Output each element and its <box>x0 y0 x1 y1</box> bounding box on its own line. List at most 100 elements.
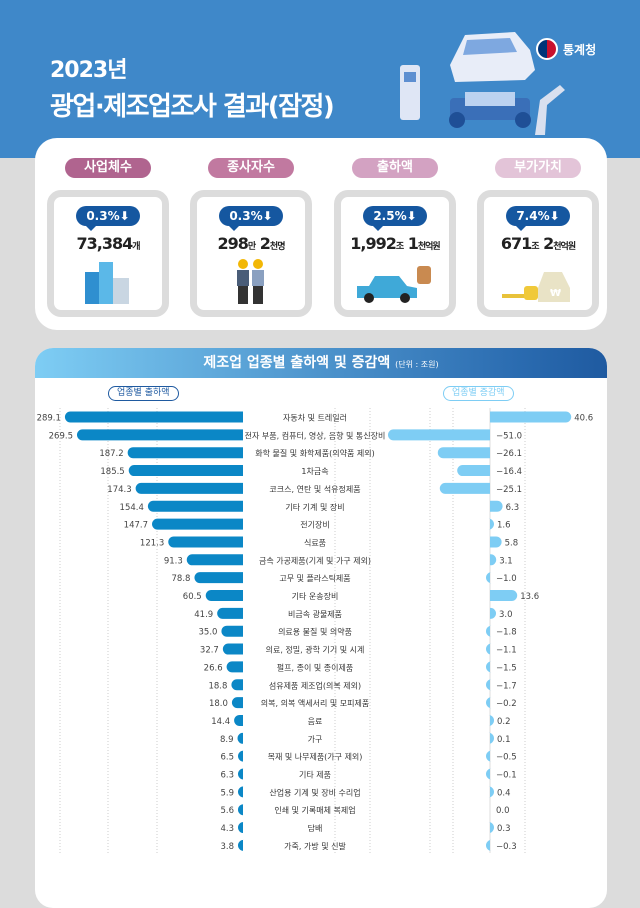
category-label: 자동차 및 트레일러 <box>283 413 347 423</box>
category-label: 의료용 물질 및 의약품 <box>278 627 352 637</box>
shipment-value: 269.5 <box>49 431 73 441</box>
shipment-bar <box>238 822 244 834</box>
shipment-bar <box>231 697 243 709</box>
shipment-value: 121.3 <box>140 538 164 548</box>
category-label: 펄프, 종이 및 종이제품 <box>277 662 353 672</box>
change-value: 5.8 <box>505 538 519 548</box>
change-bar <box>490 607 496 619</box>
category-label: 섬유제품 제조업(의복 제외) <box>269 680 361 690</box>
category-label: 기타 제품 <box>299 771 331 780</box>
category-label: 의료, 정밀, 광학 기기 및 시계 <box>266 645 365 655</box>
change-badge: 7.4%⬇ <box>506 206 570 231</box>
change-value: −26.1 <box>496 449 522 459</box>
change-bar <box>488 518 495 530</box>
category-label: 가죽, 가방 및 신발 <box>284 841 346 851</box>
change-bar <box>388 429 490 441</box>
shipment-bar <box>76 429 243 441</box>
shipment-value: 78.8 <box>172 574 191 584</box>
shipment-value: 6.5 <box>220 753 234 763</box>
shipment-value: 5.6 <box>220 806 234 816</box>
change-value: −1.8 <box>496 628 517 638</box>
shipment-bar <box>234 714 243 726</box>
change-value: 1.6 <box>497 521 511 531</box>
change-bar <box>488 732 495 744</box>
change-value: −1.0 <box>496 574 517 584</box>
change-bar <box>486 768 492 780</box>
change-bar <box>488 786 495 798</box>
change-value: −25.1 <box>496 485 522 495</box>
legend-shipments: 업종별 출하액 <box>108 386 179 401</box>
shipment-value: 6.3 <box>220 771 234 781</box>
car-bread-icon <box>357 266 431 303</box>
shipment-value: 3.8 <box>220 842 234 852</box>
change-bar <box>486 661 492 673</box>
change-badge: 0.3%⬇ <box>219 206 283 231</box>
shipment-value: 32.7 <box>200 646 219 656</box>
shipment-value: 4.3 <box>220 824 234 834</box>
stat-label: 출하액 <box>352 158 438 178</box>
stat-label: 종사자수 <box>208 158 294 178</box>
change-badge: 0.3%⬇ <box>76 206 140 231</box>
shipment-value: 41.9 <box>194 610 213 620</box>
shipment-bar <box>226 661 243 673</box>
category-label: 산업용 기계 및 장비 수리업 <box>269 787 360 797</box>
shipment-bar <box>238 768 244 780</box>
stat-label: 사업체수 <box>65 158 151 178</box>
shipment-bar <box>128 465 243 477</box>
money-bag-icon: ₩ <box>502 272 570 302</box>
change-bar <box>486 697 492 709</box>
shipment-value: 26.6 <box>204 663 223 673</box>
shipment-bar <box>221 625 243 637</box>
shipment-bar <box>135 482 243 494</box>
stat-label: 부가가치 <box>495 158 581 178</box>
stat-value-added: 부가가치 7.4%⬇ 671조 2천억원 ₩ <box>477 158 599 317</box>
change-bar <box>488 714 495 726</box>
change-value: 0.3 <box>497 824 511 834</box>
shipment-value: 14.4 <box>211 717 230 727</box>
change-bar <box>490 500 503 512</box>
category-label: 인쇄 및 기록매체 복제업 <box>274 805 355 815</box>
chart-card: 제조업 업종별 출하액 및 증감액 (단위 : 조원) 289.1 자동차 및 트… <box>35 348 607 908</box>
shipment-value: 174.3 <box>107 485 131 495</box>
change-bar <box>437 447 490 459</box>
change-value: 0.4 <box>497 788 511 798</box>
stat-employees: 종사자수 0.3%⬇ 298만 2천명 <box>190 158 312 317</box>
category-label: 화학 물질 및 화학제품(의약품 제외) <box>255 448 374 458</box>
shipment-value: 60.5 <box>183 592 202 602</box>
change-value: −0.1 <box>496 771 517 781</box>
svg-text:₩: ₩ <box>550 288 561 299</box>
category-label: 목재 및 나무제품(가구 제외) <box>268 752 363 762</box>
change-bar <box>486 643 492 655</box>
category-label: 금속 가공제품(기계 및 가구 제외) <box>259 555 371 565</box>
shipment-bar <box>222 643 243 655</box>
shipment-value: 5.9 <box>220 788 234 798</box>
change-value: 0.0 <box>496 806 510 816</box>
stat-value: 298만 2천명 <box>217 234 286 253</box>
change-value: −1.1 <box>496 646 517 656</box>
header-banner: 2023년 광업·제조업조사 결과(잠정) 통계청 <box>0 0 640 158</box>
category-label: 기타 기계 및 장비 <box>285 502 344 512</box>
change-value: −51.0 <box>496 431 522 441</box>
category-label: 고무 및 플라스틱제품 <box>279 573 350 583</box>
shipment-bar <box>194 572 243 584</box>
legend-change: 업종별 증감액 <box>443 386 514 401</box>
change-value: 3.1 <box>499 556 513 566</box>
category-label: 담배 <box>308 823 323 833</box>
shipment-bar <box>217 607 243 619</box>
stat-value: 671조 2천억원 <box>500 234 576 253</box>
stat-value: 73,384개 <box>76 234 140 253</box>
change-value: 6.3 <box>506 503 520 513</box>
change-value: 13.6 <box>520 592 539 602</box>
change-bar <box>490 590 518 601</box>
change-value: −0.5 <box>496 753 517 763</box>
shipment-bar <box>168 536 243 548</box>
change-bar <box>488 822 495 834</box>
chart-title: 제조업 업종별 출하액 및 증감액 (단위 : 조원) <box>35 348 607 378</box>
shipment-value: 154.4 <box>120 503 144 513</box>
change-bar <box>486 679 492 691</box>
category-label: 식료품 <box>304 538 326 547</box>
shipment-bar <box>152 518 243 530</box>
org-logo: 통계청 <box>536 38 596 60</box>
change-value: 3.0 <box>499 610 513 620</box>
diverging-bar-chart: 289.1 자동차 및 트레일러 40.6 269.5 전자 부품, 컴퓨터, 영상, … <box>37 408 593 853</box>
